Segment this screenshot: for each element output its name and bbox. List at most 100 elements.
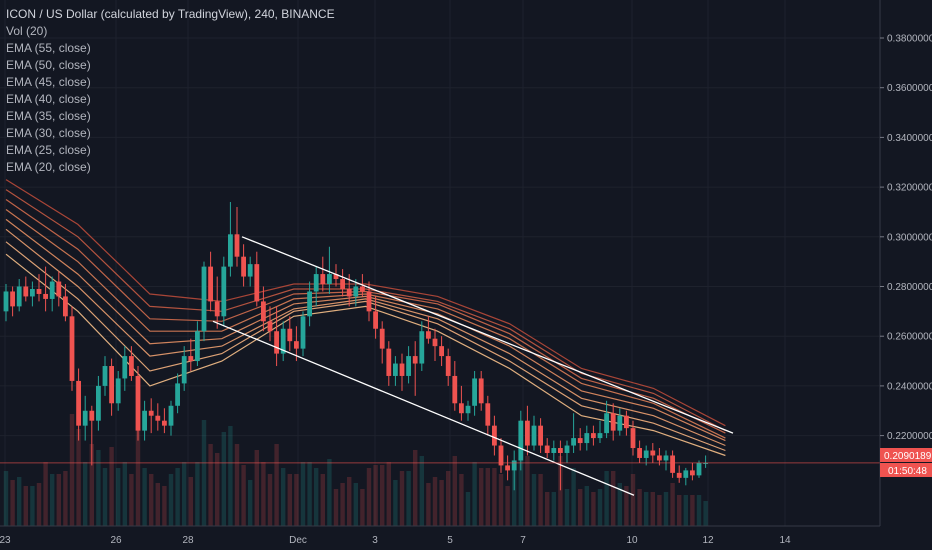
last-price-value: 0.2090189 xyxy=(884,451,932,462)
volume-bar xyxy=(366,468,372,526)
candle-body xyxy=(399,363,405,376)
indicator-label-ema35[interactable]: EMA (35, close) xyxy=(6,109,91,123)
volume-bar xyxy=(446,471,451,526)
volume-bar xyxy=(617,483,622,526)
candle-body xyxy=(63,296,68,317)
volume-bar xyxy=(393,480,398,526)
volume-bar xyxy=(551,492,556,526)
volume-bar xyxy=(83,462,88,526)
time-tick-label: 12 xyxy=(702,535,714,546)
volume-bar xyxy=(591,492,596,526)
volume-bar xyxy=(604,471,609,526)
trendline-upper xyxy=(241,236,734,434)
volume-bar xyxy=(597,489,603,526)
candle-body xyxy=(386,348,392,376)
candle-body xyxy=(89,410,95,421)
volume-bar xyxy=(208,444,213,526)
volume-bar xyxy=(314,468,319,526)
volume-bar xyxy=(630,474,636,526)
volume-bar xyxy=(386,462,391,526)
indicator-label-ema20[interactable]: EMA (20, close) xyxy=(6,160,91,174)
candle-body xyxy=(637,448,642,458)
indicator-label-ema45[interactable]: EMA (45, close) xyxy=(6,75,91,89)
volume-bar xyxy=(512,468,517,526)
price-tick-label: 0.3800000 xyxy=(887,34,932,45)
candle-body xyxy=(135,375,141,431)
candle-body xyxy=(360,286,365,292)
indicator-label-ema40[interactable]: EMA (40, close) xyxy=(6,92,91,106)
volume-bar xyxy=(215,453,220,526)
volume-bar xyxy=(228,426,233,526)
time-tick-label: Dec xyxy=(289,535,307,546)
volume-bar xyxy=(683,495,688,526)
volume-bar xyxy=(287,474,292,526)
time-tick-label: 28 xyxy=(182,535,194,546)
candle-body xyxy=(16,286,22,307)
time-tick-label: 14 xyxy=(779,535,791,546)
volume-bar xyxy=(439,480,444,526)
volume-bar xyxy=(149,474,154,526)
candle-body xyxy=(538,425,543,446)
volume-bar xyxy=(63,471,68,526)
volume-bar xyxy=(485,468,490,526)
time-axis-panel[interactable] xyxy=(0,526,932,550)
ema-line xyxy=(5,218,726,442)
volume-bar xyxy=(650,492,655,526)
candle-body xyxy=(439,346,444,357)
trend-channel[interactable] xyxy=(212,236,734,496)
volume-bar xyxy=(241,465,246,526)
grid-lines xyxy=(0,0,880,526)
candle-body xyxy=(82,410,88,426)
candle-body xyxy=(419,331,425,364)
volume-bar xyxy=(300,462,306,526)
volume-bar xyxy=(670,483,675,526)
candle-body xyxy=(280,328,286,354)
volume-bar xyxy=(281,468,286,526)
volume-bar xyxy=(373,465,378,526)
symbol-title[interactable]: ICON / US Dollar (calculated by TradingV… xyxy=(6,7,335,21)
volume-bar xyxy=(644,492,649,526)
volume-bar xyxy=(360,489,365,526)
candle-body xyxy=(610,413,616,431)
volume-bar xyxy=(294,474,299,526)
candle-body xyxy=(122,356,128,379)
time-tick-label: 26 xyxy=(110,535,122,546)
candle-body xyxy=(148,410,154,416)
volume-bar xyxy=(76,429,81,526)
candle-body xyxy=(630,428,636,449)
volume-bar xyxy=(406,471,411,526)
volume-bar xyxy=(624,486,629,526)
ema-line xyxy=(5,209,726,439)
candle-body xyxy=(274,331,279,354)
volume-bar xyxy=(413,450,418,526)
ema-line xyxy=(5,241,726,452)
volume-bar xyxy=(221,432,226,526)
price-axis-panel[interactable] xyxy=(880,0,932,526)
volume-bar xyxy=(505,486,510,526)
indicator-label-vol[interactable]: Vol (20) xyxy=(6,24,48,38)
candle-body xyxy=(426,331,431,339)
volume-bar xyxy=(10,480,15,526)
time-tick-label: 7 xyxy=(520,535,526,546)
ema-line xyxy=(5,228,726,447)
price-tick-label: 0.2800000 xyxy=(887,282,932,293)
candle-body xyxy=(452,375,458,404)
indicator-label-ema50[interactable]: EMA (50, close) xyxy=(6,58,91,72)
volume-bar xyxy=(426,483,431,526)
indicator-label-ema55[interactable]: EMA (55, close) xyxy=(6,41,91,55)
volume-bar xyxy=(135,426,141,526)
volume-bar xyxy=(50,474,55,526)
candle-body xyxy=(465,405,471,414)
candle-body xyxy=(551,448,557,453)
indicator-label-ema30[interactable]: EMA (30, close) xyxy=(6,126,91,140)
volume-bar xyxy=(677,495,682,526)
indicator-label-ema25[interactable]: EMA (25, close) xyxy=(6,143,91,157)
candle-body xyxy=(353,286,359,297)
candle-body xyxy=(558,448,563,453)
candle-body xyxy=(597,433,603,439)
candle-body xyxy=(43,293,48,299)
candle-body xyxy=(492,425,497,446)
chart-legend: ICON / US Dollar (calculated by TradingV… xyxy=(6,6,335,176)
